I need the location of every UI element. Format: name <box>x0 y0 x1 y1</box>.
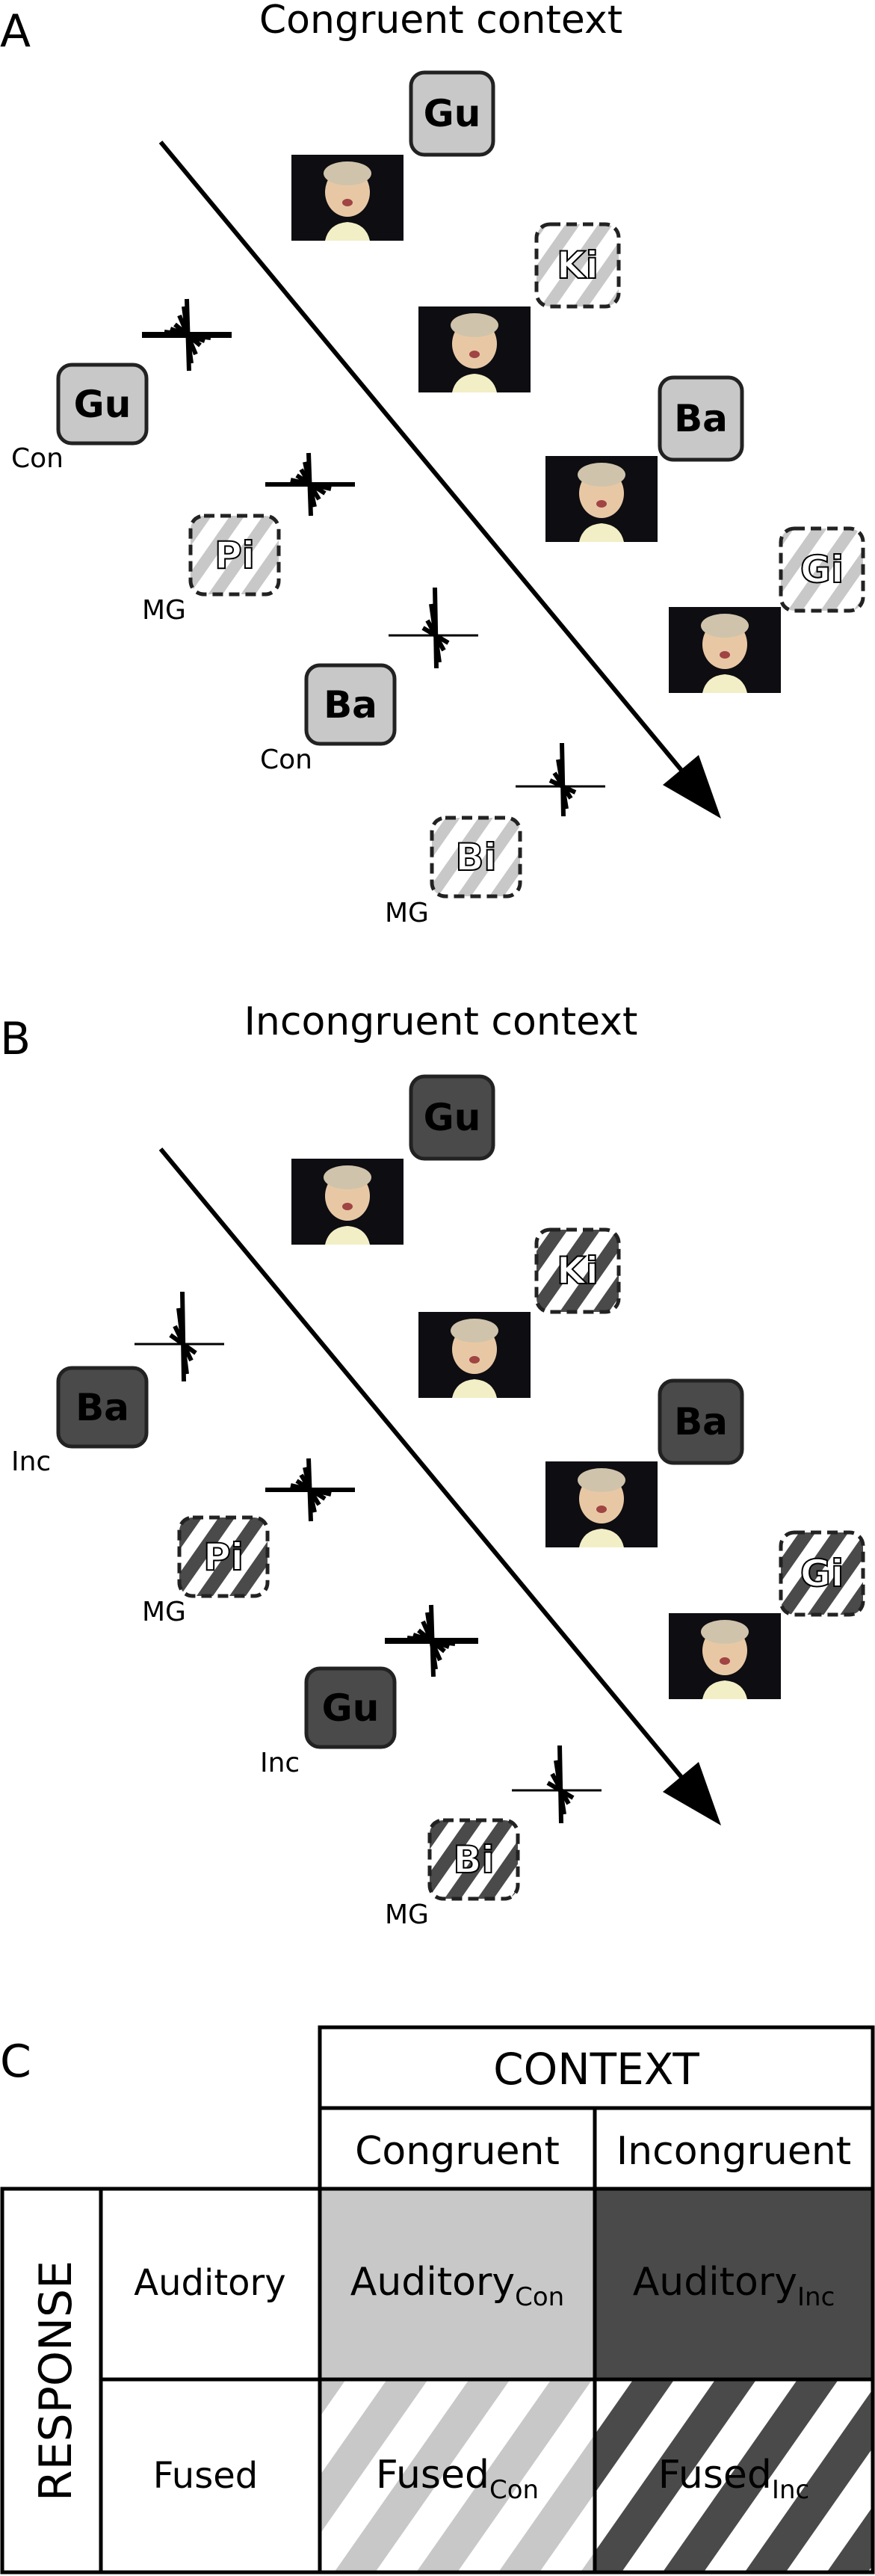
video-frame <box>418 1312 531 1398</box>
audio-condition-label: MG <box>385 898 429 928</box>
panel-a-letter: A <box>0 5 31 58</box>
video-syllable-box: Ba <box>658 375 744 462</box>
audio-condition-label: Inc <box>11 1446 51 1477</box>
video-syllable: Ba <box>674 397 728 440</box>
audio-syllable-box: Gu <box>304 1666 397 1749</box>
column-congruent: Congruent <box>355 2129 560 2174</box>
panel-c-letter: C <box>0 2036 31 2088</box>
audio-syllable-box: Ba <box>304 663 397 746</box>
audio-waveform <box>135 1291 224 1382</box>
video-syllable-box: Ba <box>658 1378 744 1465</box>
audio-condition-label: Inc <box>260 1748 300 1778</box>
audio-condition-label: MG <box>142 1597 186 1627</box>
audio-waveform <box>265 1458 355 1522</box>
row-fused: Fused <box>153 2455 258 2497</box>
audio-syllable: Gu <box>322 1686 380 1730</box>
context-header: CONTEXT <box>493 2044 699 2095</box>
audio-syllable-box: Pi <box>188 514 281 597</box>
video-syllable-box: Gi <box>779 526 865 613</box>
video-syllable: Ki <box>557 1249 599 1292</box>
video-frame <box>291 155 404 241</box>
audio-condition-label: Con <box>11 443 64 474</box>
video-syllable: Gu <box>424 1096 481 1139</box>
cell-label-base: Fused <box>658 2453 772 2498</box>
video-syllable-box: Gi <box>779 1530 865 1617</box>
cell-fused-incongruent <box>595 2379 873 2572</box>
cell-fused-congruent <box>320 2379 595 2572</box>
audio-syllable-box: Ba <box>56 1366 149 1449</box>
panel-b-letter: B <box>0 1013 31 1065</box>
time-arrow <box>158 141 721 819</box>
cell-auditory-incongruent <box>595 2189 873 2379</box>
panel-b: B Incongruent context <box>0 999 865 1930</box>
audio-syllable-box: Pi <box>177 1515 270 1598</box>
audio-syllable: Gu <box>74 383 132 426</box>
audio-syllable: Ba <box>324 683 377 727</box>
audio-waveform <box>385 1604 478 1677</box>
audio-condition-label: MG <box>385 1899 429 1930</box>
cell-label-sub: Con <box>515 2282 564 2312</box>
video-frame <box>291 1159 404 1245</box>
video-syllable: Gu <box>424 92 481 135</box>
video-frame <box>418 306 531 392</box>
audio-condition-label: Con <box>260 745 312 775</box>
video-syllable: Ki <box>557 244 599 287</box>
cell-label-base: Fused <box>376 2453 489 2498</box>
audio-syllable-box: Bi <box>427 1818 520 1901</box>
cell-label-auditory-con: AuditoryCon <box>350 2260 564 2312</box>
video-frame <box>669 1613 781 1699</box>
audio-waveform <box>516 742 605 817</box>
video-frame <box>545 1461 658 1547</box>
video-syllable-box: Gu <box>409 1074 495 1161</box>
cell-label-auditory-inc: AuditoryInc <box>633 2260 835 2312</box>
audio-waveform <box>389 587 478 669</box>
time-arrow <box>158 1147 721 1825</box>
video-syllable: Gi <box>800 548 844 591</box>
audio-condition-label: MG <box>142 595 186 626</box>
panel-b-title: Incongruent context <box>244 999 638 1044</box>
column-incongruent: Incongruent <box>616 2129 851 2174</box>
cell-label-base: Auditory <box>350 2260 515 2305</box>
audio-waveform <box>142 298 232 372</box>
cell-label-sub: Inc <box>772 2475 809 2505</box>
panel-c: C CONTEXT Congruent Incongruent RESPONSE… <box>0 2025 875 2575</box>
video-syllable-box: Ki <box>534 1227 621 1314</box>
video-frame <box>669 607 781 693</box>
cell-label-sub: Con <box>489 2475 539 2505</box>
audio-syllable: Pi <box>214 534 255 577</box>
video-syllable-box: Ki <box>534 222 621 309</box>
cell-label-fused-inc: FusedInc <box>658 2453 809 2505</box>
video-syllable-box: Gu <box>409 70 495 157</box>
audio-syllable: Bi <box>453 1838 494 1882</box>
audio-syllable-box: Bi <box>430 816 522 899</box>
audio-waveform <box>265 452 355 517</box>
panel-a-title: Congruent context <box>259 0 622 43</box>
audio-syllable: Ba <box>75 1386 129 1429</box>
video-frame <box>545 456 658 542</box>
row-auditory: Auditory <box>134 2262 285 2304</box>
cell-auditory-congruent <box>320 2189 595 2379</box>
audio-syllable: Bi <box>455 836 496 879</box>
video-syllable: Gi <box>800 1552 844 1595</box>
audio-waveform <box>512 1745 602 1824</box>
video-syllable: Ba <box>674 1400 728 1443</box>
panel-a: A Congruent context <box>0 0 865 928</box>
table-grid <box>0 2025 875 2575</box>
cell-label-base: Auditory <box>633 2260 797 2305</box>
cell-label-fused-con: FusedCon <box>376 2453 539 2505</box>
response-header: RESPONSE <box>30 2261 82 2501</box>
audio-syllable-box: Gu <box>56 363 149 446</box>
cell-label-sub: Inc <box>797 2282 835 2312</box>
audio-syllable: Pi <box>203 1535 244 1579</box>
